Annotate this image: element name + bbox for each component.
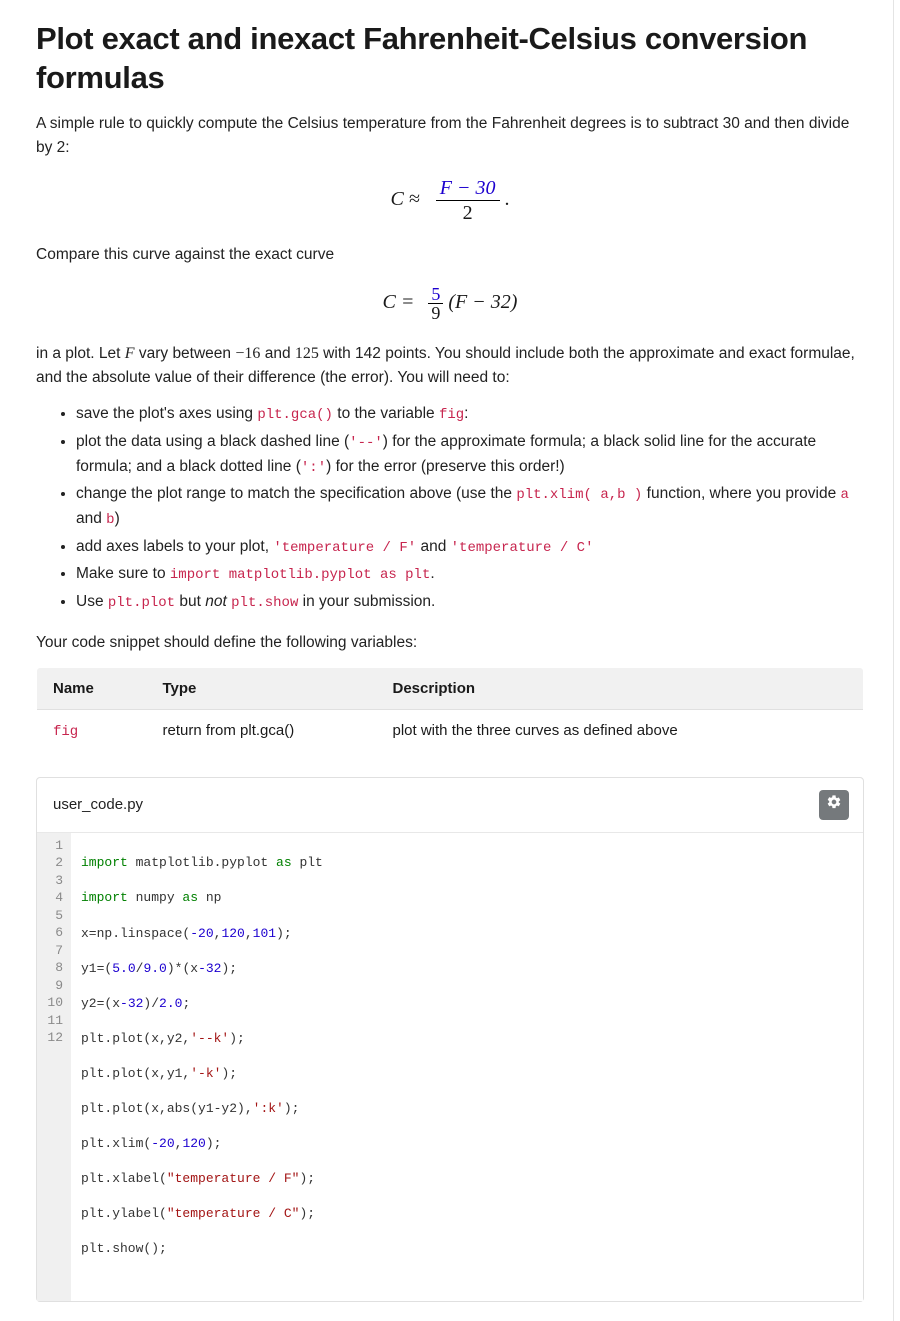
col-desc: Description xyxy=(377,667,864,709)
code-editor: user_code.py 1 2 3 4 5 6 7 8 9 10 11 12 xyxy=(36,777,864,1302)
code-filename: user_code.py xyxy=(53,796,143,813)
col-name: Name xyxy=(37,667,147,709)
page-title: Plot exact and inexact Fahrenheit-Celsiu… xyxy=(36,20,864,98)
intro-p1: A simple rule to quickly compute the Cel… xyxy=(36,112,864,160)
table-row: fig return from plt.gca() plot with the … xyxy=(37,709,864,752)
code-header: user_code.py xyxy=(37,778,863,833)
intro-p2: Compare this curve against the exact cur… xyxy=(36,243,864,267)
list-item: plot the data using a black dashed line … xyxy=(76,430,864,479)
code-gutter: 1 2 3 4 5 6 7 8 9 10 11 12 xyxy=(37,833,71,1301)
formula-exact: C = 5 9 (F − 32) xyxy=(36,285,864,322)
requirements-list: save the plot's axes using plt.gca() to … xyxy=(36,402,864,615)
intro-p3: in a plot. Let F vary between −16 and 12… xyxy=(36,342,864,391)
code-lines[interactable]: import matplotlib.pyplot as plt import n… xyxy=(71,833,331,1301)
variables-table: Name Type Description fig return from pl… xyxy=(36,667,864,753)
list-item: save the plot's axes using plt.gca() to … xyxy=(76,402,864,427)
var-desc: plot with the three curves as defined ab… xyxy=(377,709,864,752)
var-type: return from plt.gca() xyxy=(147,709,377,752)
list-item: change the plot range to match the speci… xyxy=(76,482,864,531)
gear-icon xyxy=(826,794,842,815)
right-border xyxy=(893,0,894,1321)
code-body[interactable]: 1 2 3 4 5 6 7 8 9 10 11 12 import matplo… xyxy=(37,833,863,1301)
var-name: fig xyxy=(53,724,78,740)
list-item: add axes labels to your plot, 'temperatu… xyxy=(76,535,864,560)
list-item: Use plt.plot but not plt.show in your su… xyxy=(76,590,864,615)
col-type: Type xyxy=(147,667,377,709)
formula-approx: C ≈ F − 30 2 . xyxy=(36,178,864,223)
intro-p4: Your code snippet should define the foll… xyxy=(36,631,864,655)
settings-button[interactable] xyxy=(819,790,849,820)
list-item: Make sure to import matplotlib.pyplot as… xyxy=(76,562,864,587)
